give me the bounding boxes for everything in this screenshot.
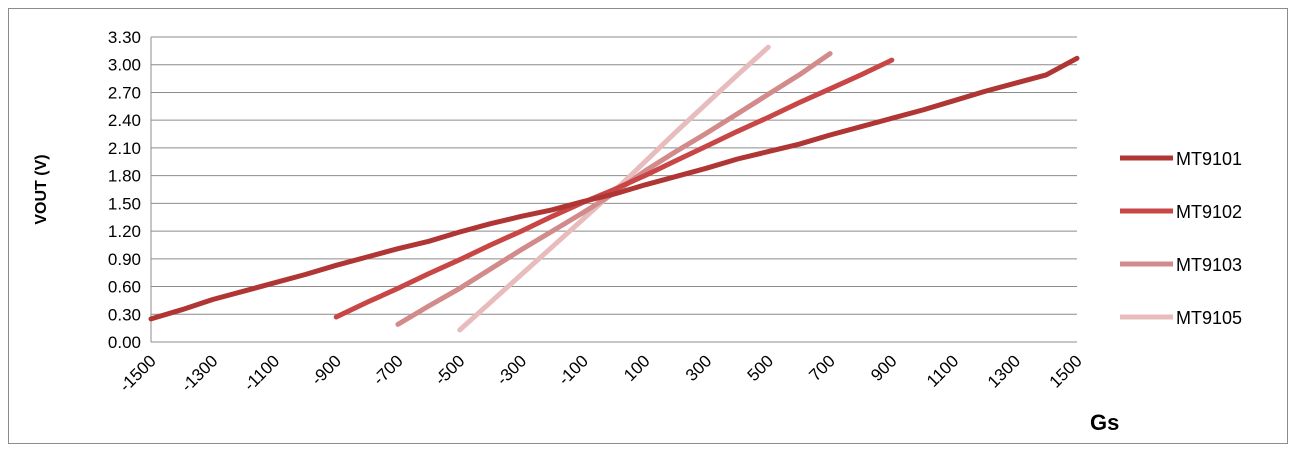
series-line-mt9101 (148, 55, 1080, 322)
x-tick-label: -300 (493, 351, 530, 388)
legend-label: MT9102 (1176, 202, 1242, 222)
y-axis-title: VOUT (V) (33, 154, 50, 224)
y-tick-label: 1.20 (108, 222, 141, 241)
gridlines (150, 36, 1077, 343)
x-tick-label: -1300 (177, 351, 221, 395)
y-tick-label: 0.60 (108, 278, 141, 297)
x-tick-label: -900 (308, 351, 345, 388)
y-tick-label: 0.30 (108, 305, 141, 324)
x-tick-label: 1300 (984, 351, 1024, 391)
series-line-mt9102 (333, 57, 895, 320)
x-tick-label: 500 (744, 351, 777, 384)
y-tick-label: 3.30 (108, 28, 141, 47)
chart-frame (8, 8, 1288, 444)
x-tick-labels: -1500 -1300 -1100 -900 -700 -500 -300 -100 100 30… (116, 351, 1086, 395)
x-tick-label: 300 (682, 351, 715, 384)
y-tick-label: 1.50 (108, 194, 141, 213)
y-tick-label: 0.00 (108, 333, 141, 352)
x-tick-label: -1100 (240, 351, 283, 394)
series-lines (148, 44, 1080, 333)
x-tick-label: 700 (805, 351, 838, 384)
x-tick-label: -500 (431, 351, 468, 388)
y-tick-label: 2.70 (108, 83, 141, 102)
y-tick-label: 2.40 (108, 111, 141, 130)
x-tick-label: 1500 (1046, 351, 1086, 391)
x-tick-label: 900 (867, 351, 900, 384)
legend-label: MT9103 (1176, 255, 1242, 275)
x-tick-label: -700 (369, 351, 406, 388)
legend: MT9101 MT9102 MT9103 MT9105 (1120, 149, 1242, 328)
y-tick-label: 3.00 (108, 56, 141, 75)
y-tick-labels: 0.00 0.30 0.60 0.90 1.20 1.50 1.80 2.10 2.40 2.70… (108, 28, 141, 352)
x-tick-label: -100 (554, 351, 591, 388)
x-tick-label: 100 (620, 351, 653, 384)
legend-label: MT9101 (1176, 149, 1242, 169)
x-axis-title: Gs (1090, 410, 1119, 435)
x-tick-label: 1100 (923, 351, 962, 390)
x-tick-label: -1500 (116, 351, 160, 395)
y-tick-label: 0.90 (108, 250, 141, 269)
y-tick-label: 2.10 (108, 139, 141, 158)
legend-label: MT9105 (1176, 308, 1242, 328)
y-tick-label: 1.80 (108, 167, 141, 186)
